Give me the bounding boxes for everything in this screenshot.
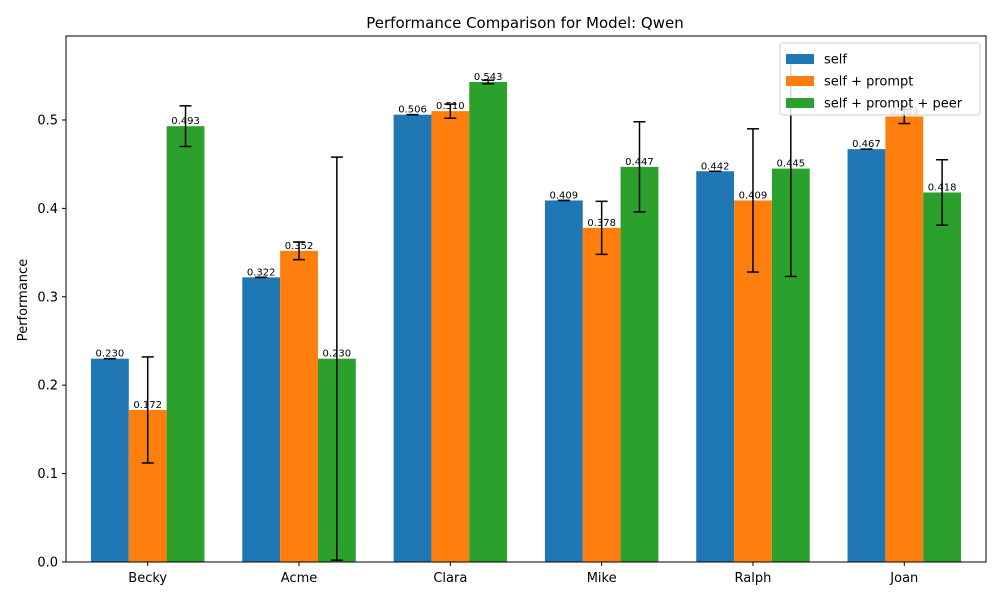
plot-frame [65, 35, 987, 563]
data-label: 0.543 [474, 72, 503, 83]
bar [431, 111, 470, 563]
bar [544, 200, 583, 563]
x-tick-label: Ralph [735, 571, 772, 586]
bar [847, 149, 886, 562]
y-axis: 0.0 0.1 0.2 0.3 0.4 0.5 [37, 113, 66, 571]
data-label: 0.418 [928, 182, 957, 193]
data-label: 0.467 [852, 139, 881, 150]
x-tick-label: Joan [889, 571, 918, 586]
bar [923, 192, 962, 563]
legend-box [779, 42, 981, 116]
data-label: 0.409 [739, 190, 768, 201]
x-axis: Becky Acme Clara Mike Ralph Joan [128, 562, 918, 586]
y-tick-label: 0.3 [37, 290, 58, 305]
y-tick-label: 0.2 [37, 379, 58, 394]
data-label: 0.510 [436, 101, 465, 112]
bar [393, 114, 432, 563]
data-label: 0.506 [398, 105, 427, 116]
data-label: 0.230 [96, 349, 125, 360]
bars [90, 81, 962, 563]
legend-label: self [824, 53, 847, 68]
data-label: 0.442 [701, 161, 730, 172]
x-tick-label: Mike [587, 571, 617, 586]
legend-swatch [786, 98, 814, 108]
bar [582, 227, 621, 562]
error-bars [103, 60, 949, 561]
bar [885, 116, 924, 563]
data-label: 0.409 [550, 190, 579, 201]
y-axis-label: Performance [16, 259, 31, 341]
legend-swatch [786, 54, 814, 64]
legend: self self + prompt self + prompt + peer [779, 42, 981, 116]
x-tick-label: Clara [433, 571, 467, 586]
y-tick-label: 0.1 [37, 467, 58, 482]
y-tick-label: 0.4 [37, 202, 58, 217]
data-label: 0.378 [587, 218, 616, 229]
legend-label: self + prompt + peer [824, 97, 963, 112]
bar [90, 358, 129, 562]
x-tick-label: Becky [128, 571, 167, 586]
bar [242, 277, 281, 562]
y-tick-label: 0.0 [37, 556, 58, 571]
legend-swatch [786, 76, 814, 86]
data-label: 0.352 [285, 241, 314, 252]
bar [696, 171, 735, 562]
data-label: 0.445 [776, 159, 805, 170]
legend-label: self + prompt [824, 75, 913, 90]
data-label: 0.230 [323, 349, 352, 360]
bar [280, 250, 318, 562]
x-tick-label: Acme [281, 571, 317, 586]
data-label: 0.172 [133, 400, 162, 411]
data-label: 0.493 [171, 116, 200, 127]
y-tick-label: 0.5 [37, 113, 58, 128]
data-label: 0.322 [247, 267, 276, 278]
bar [469, 81, 508, 562]
data-label: 0.447 [625, 157, 654, 168]
bar [166, 126, 205, 563]
chart-title: Performance Comparison for Model: Qwen [366, 14, 683, 32]
data-labels: 0.230 0.322 0.506 0.409 0.442 0.467 0.172 0.352… [96, 72, 957, 411]
bar [620, 166, 659, 562]
